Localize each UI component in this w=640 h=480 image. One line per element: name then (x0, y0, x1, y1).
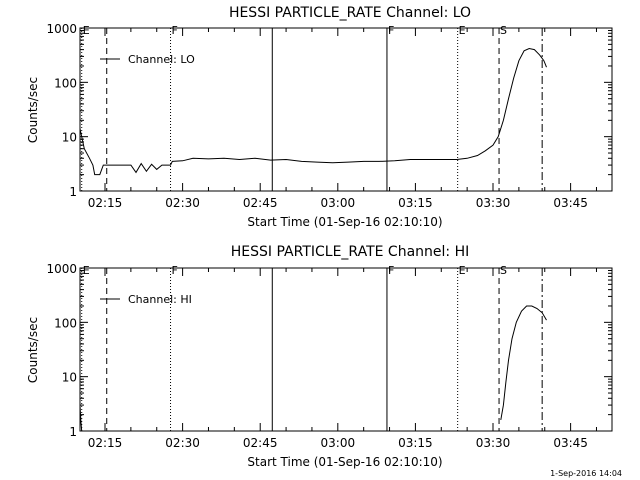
lo-x-tick-label: 02:15 (88, 196, 123, 210)
hi-x-tick-label: 02:15 (88, 436, 123, 450)
lo-marker-label: F (388, 24, 394, 37)
lo-x-tick-label: 02:30 (165, 196, 200, 210)
lo-x-tick-label: 03:45 (553, 196, 588, 210)
lo-marker-label: E (83, 24, 90, 37)
hi-y-axis-label: Counts/sec (26, 317, 40, 383)
hi-x-tick-label: 02:45 (243, 436, 278, 450)
hi-y-tick-label: 1000 (46, 262, 77, 276)
hi-series-line (79, 405, 83, 432)
hi-y-tick-label: 100 (54, 316, 77, 330)
hi-x-axis-label: Start Time (01-Sep-16 02:10:10) (247, 455, 442, 469)
lo-x-axis-label: Start Time (01-Sep-16 02:10:10) (247, 215, 442, 229)
hi-y-tick-label: 10 (62, 371, 77, 385)
lo-x-tick-label: 03:00 (321, 196, 356, 210)
hi-marker-label: F (172, 264, 178, 277)
footer-timestamp: 1-Sep-2016 14:04 (550, 469, 622, 478)
lo-marker-label: E (459, 24, 466, 37)
lo-x-tick-label: 03:15 (398, 196, 433, 210)
lo-legend-label: Channel: LO (128, 53, 195, 66)
hi-channel-panel: HESSI PARTICLE_RATE Channel: HI Start Ti… (26, 244, 613, 469)
hi-marker-label: F (388, 264, 394, 277)
lo-chart-title: HESSI PARTICLE_RATE Channel: LO (229, 5, 471, 21)
lo-y-tick-label: 10 (62, 131, 77, 145)
hi-y-tick-label: 1 (69, 425, 77, 439)
hi-x-tick-label: 03:30 (476, 436, 511, 450)
lo-y-axis-label: Counts/sec (26, 77, 40, 143)
lo-marker-label: S (500, 24, 507, 37)
lo-x-tick-label: 02:45 (243, 196, 278, 210)
hi-marker-label: S (500, 264, 507, 277)
hi-x-tick-label: 02:30 (165, 436, 200, 450)
hi-series-line (500, 305, 547, 420)
lo-y-tick-label: 100 (54, 76, 77, 90)
hi-x-tick-label: 03:15 (398, 436, 433, 450)
lo-y-tick-label: 1000 (46, 22, 77, 36)
lo-series-line (79, 47, 547, 176)
lo-channel-panel: HESSI PARTICLE_RATE Channel: LO Start Ti… (26, 5, 613, 229)
hi-x-tick-label: 03:45 (553, 436, 588, 450)
lo-x-tick-label: 03:30 (476, 196, 511, 210)
hi-legend-label: Channel: HI (128, 293, 192, 306)
lo-y-tick-label: 1 (69, 185, 77, 199)
lo-marker-label: F (172, 24, 178, 37)
hi-chart-title: HESSI PARTICLE_RATE Channel: HI (231, 244, 469, 260)
hi-marker-label: E (83, 264, 90, 277)
hi-x-tick-label: 03:00 (321, 436, 356, 450)
hi-marker-label: E (459, 264, 466, 277)
lo-plot-frame (79, 27, 613, 192)
hi-plot-frame (79, 267, 613, 432)
